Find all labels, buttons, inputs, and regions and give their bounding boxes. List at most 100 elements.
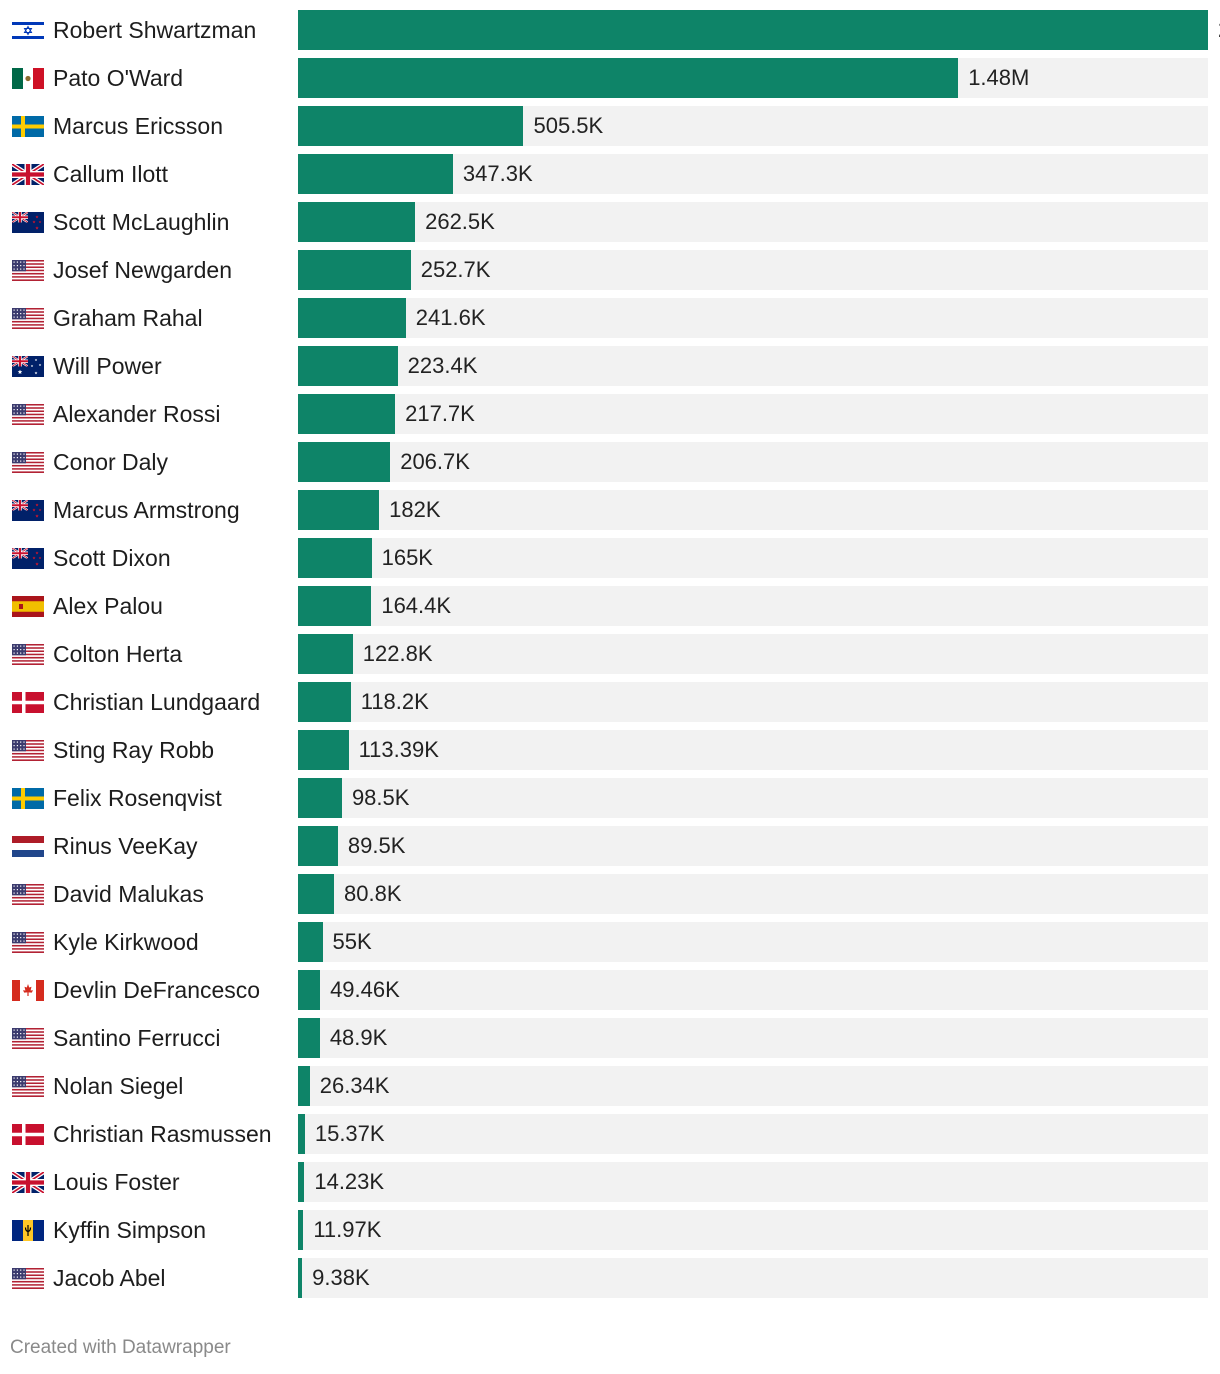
bar-track: 49.46K	[298, 970, 1208, 1010]
new-zealand-flag-icon	[12, 212, 44, 233]
category-label: David Malukas	[53, 881, 204, 907]
australia-flag-icon	[12, 356, 44, 377]
bar-track: 11.97K	[298, 1210, 1208, 1250]
bar-track: 98.5K	[298, 778, 1208, 818]
category-label: Louis Foster	[53, 1169, 180, 1195]
category-label: Christian Rasmussen	[53, 1121, 272, 1147]
bar	[298, 922, 323, 962]
bar	[298, 58, 959, 98]
value-label: 113.39K	[358, 737, 439, 762]
bar	[298, 10, 1208, 50]
bar-track: 9.38K	[298, 1258, 1208, 1298]
usa-flag-icon	[12, 932, 44, 953]
bar-track: 80.8K	[298, 874, 1208, 914]
usa-flag-icon	[12, 404, 44, 425]
bar-row: Rinus VeeKay 89.5K	[0, 826, 1220, 866]
value-label: 11.97K	[313, 1217, 382, 1242]
uk-flag-icon	[12, 164, 44, 185]
usa-flag-icon	[12, 644, 44, 665]
category-label: Callum Ilott	[53, 161, 169, 187]
usa-flag-icon	[12, 452, 44, 473]
usa-flag-icon	[12, 1268, 44, 1289]
value-label: 505.5K	[533, 113, 604, 138]
bar-row: Kyle Kirkwood 55K	[0, 922, 1220, 962]
usa-flag-icon	[12, 740, 44, 761]
category-label: Colton Herta	[53, 641, 183, 667]
category-label: Jacob Abel	[53, 1265, 166, 1291]
value-label: 48.9K	[329, 1025, 388, 1050]
category-label: Alex Palou	[53, 593, 163, 619]
value-label: 165K	[381, 545, 433, 570]
value-label: 347.3K	[462, 161, 533, 186]
barbados-flag-icon	[12, 1220, 44, 1241]
bar-track: 122.8K	[298, 634, 1208, 674]
bar-row: Conor Daly 206.7K	[0, 442, 1220, 482]
bar-track: 2.04M	[298, 10, 1220, 50]
bar-row: Scott Dixon 165K	[0, 538, 1220, 578]
bar-track: 347.3K	[298, 154, 1208, 194]
bar-chart: Robert Shwartzman 2.04M Pato O'Ward 1.48M Ma…	[0, 10, 1220, 1298]
new-zealand-flag-icon	[12, 500, 44, 521]
category-label: Sting Ray Robb	[53, 737, 215, 763]
value-label: 182K	[389, 497, 441, 522]
category-label: Devlin DeFrancesco	[53, 977, 261, 1003]
category-label: Josef Newgarden	[53, 257, 232, 283]
bar-track: 118.2K	[298, 682, 1208, 722]
bar-row: Alexander Rossi 217.7K	[0, 394, 1220, 434]
bar-row: Louis Foster 14.23K	[0, 1162, 1220, 1202]
category-label: Conor Daly	[53, 449, 169, 475]
usa-flag-icon	[12, 1028, 44, 1049]
bar-row: Kyffin Simpson 11.97K	[0, 1210, 1220, 1250]
value-label: 49.46K	[330, 977, 400, 1002]
bar	[298, 1258, 303, 1298]
bar-track: 1.48M	[298, 58, 1208, 98]
bar	[298, 682, 351, 722]
bar-row: Devlin DeFrancesco 49.46K	[0, 970, 1220, 1010]
bar-track: 262.5K	[298, 202, 1208, 242]
bar-track: 14.23K	[298, 1162, 1208, 1202]
value-label: 206.7K	[400, 449, 470, 474]
category-label: Alexander Rossi	[53, 401, 221, 427]
category-label: Graham Rahal	[53, 305, 203, 331]
footer-credit[interactable]: Created with Datawrapper	[10, 1337, 231, 1358]
bar	[298, 1162, 305, 1202]
sweden-flag-icon	[12, 116, 44, 137]
value-label: 252.7K	[420, 257, 491, 282]
bar-track: 217.7K	[298, 394, 1208, 434]
bar	[298, 538, 372, 578]
value-label: 1.48M	[968, 65, 1030, 90]
bar	[298, 970, 321, 1010]
value-label: 80.8K	[344, 881, 402, 906]
value-label: 217.7K	[405, 401, 475, 426]
bar	[298, 202, 416, 242]
bar-row: Scott McLaughlin 262.5K	[0, 202, 1220, 242]
bar-row: Jacob Abel 9.38K	[0, 1258, 1220, 1298]
bar-track: 241.6K	[298, 298, 1208, 338]
usa-flag-icon	[12, 1076, 44, 1097]
bar-track: 223.4K	[298, 346, 1208, 386]
uk-flag-icon	[12, 1172, 44, 1193]
value-label: 55K	[332, 929, 372, 954]
value-label: 241.6K	[415, 305, 486, 330]
category-label: Scott McLaughlin	[53, 209, 230, 235]
denmark-flag-icon	[12, 1124, 44, 1145]
value-label: 26.34K	[319, 1073, 390, 1098]
bar-row: Pato O'Ward 1.48M	[0, 58, 1220, 98]
sweden-flag-icon	[12, 788, 44, 809]
bar	[298, 778, 342, 818]
bar-track: 505.5K	[298, 106, 1208, 146]
category-label: Kyffin Simpson	[53, 1217, 206, 1243]
value-label: 164.4K	[381, 593, 452, 618]
bar-row: Felix Rosenqvist 98.5K	[0, 778, 1220, 818]
bar-track: 164.4K	[298, 586, 1208, 626]
bar	[298, 1210, 304, 1250]
bar	[298, 874, 335, 914]
bar-row: Santino Ferrucci 48.9K	[0, 1018, 1220, 1058]
category-label: Pato O'Ward	[53, 65, 184, 91]
bar	[298, 826, 338, 866]
usa-flag-icon	[12, 260, 44, 281]
bar	[298, 106, 524, 146]
bar	[298, 586, 372, 626]
bar-row: Graham Rahal 241.6K	[0, 298, 1220, 338]
bar	[298, 490, 380, 530]
